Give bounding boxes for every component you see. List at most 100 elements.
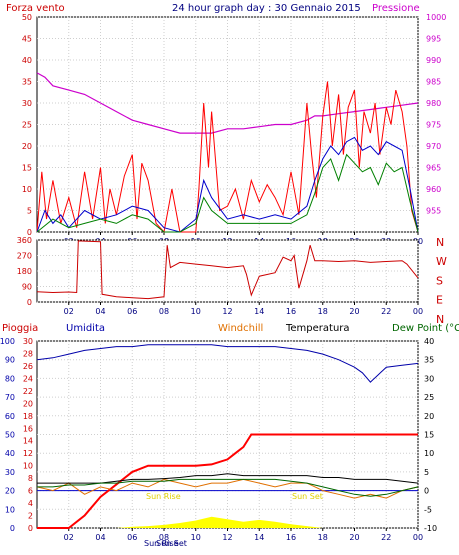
sunset-axis-label: Sun Set xyxy=(156,539,187,548)
humidity-tick-label: 50 xyxy=(5,431,15,440)
rain-tick-label: 2 xyxy=(28,512,33,521)
wind-pressure-panel: Forza vento 24 hour graph day : 30 Genna… xyxy=(6,3,446,246)
compass-label: E xyxy=(436,294,443,307)
wind-speed-tick-label: 25 xyxy=(22,121,32,130)
rain-tick-label: 30 xyxy=(23,337,33,346)
rain-tick-label: 0 xyxy=(28,524,33,533)
x-tick-label: 04 xyxy=(95,533,105,542)
wind-speed-line xyxy=(36,81,419,234)
x-tick-label: 22 xyxy=(381,307,391,316)
rain-tick-label: 6 xyxy=(28,487,33,496)
humidity-tick-label: 40 xyxy=(5,449,15,458)
temperature-tick-label: 25 xyxy=(424,393,434,402)
humidity-axis-title: Umidita xyxy=(66,323,105,334)
rain-tick-label: 20 xyxy=(23,399,33,408)
x-tick-label: 10 xyxy=(191,533,201,542)
sunrise-label: Sun Rise xyxy=(146,492,181,501)
humidity-tick-label: 100 xyxy=(0,337,15,346)
humidity-tick-label: 70 xyxy=(5,393,15,402)
rain-tick-label: 10 xyxy=(23,462,33,471)
direction-degree-label: 0 xyxy=(27,298,32,307)
x-tick-label: 00 xyxy=(413,533,423,542)
temperature-tick-label: 40 xyxy=(424,337,434,346)
rain-axis-title: Pioggia xyxy=(2,323,38,334)
dewpoint-line xyxy=(37,478,419,497)
compass-label: S xyxy=(436,274,443,287)
x-tick-label: 22 xyxy=(381,533,391,542)
temperature-tick-label: 5 xyxy=(424,468,429,477)
x-tick-label: 14 xyxy=(254,533,264,542)
rain-tick-label: 24 xyxy=(23,374,33,383)
rain-tick-label: 28 xyxy=(23,349,33,358)
rain-tick-label: 12 xyxy=(23,449,33,458)
pressure-ticks: 955 960 965 970 975 980 985 990 995 1000 xyxy=(426,13,446,216)
wind-speed-tick-label: 0 xyxy=(27,228,32,237)
humidity-tick-label: 60 xyxy=(5,412,15,421)
pressure-tick-label: 985 xyxy=(426,78,441,87)
x-tick-label: 02 xyxy=(64,307,74,316)
humidity-line xyxy=(36,344,419,383)
wind-speed-tick-label: 45 xyxy=(22,35,32,44)
wind-axis-title: Forza vento xyxy=(6,3,65,14)
temperature-tick-label: -10 xyxy=(424,524,437,533)
temperature-tick-label: 20 xyxy=(424,412,434,421)
x-tick-label: 16 xyxy=(286,533,296,542)
sunset-label: Sun Set xyxy=(292,492,323,501)
temperature-tick-label: -5 xyxy=(424,505,432,514)
x-tick-label: 18 xyxy=(318,307,328,316)
humidity-tick-label: 10 xyxy=(5,505,15,514)
dewpoint-legend: Dew Point (°C xyxy=(392,323,459,334)
x-tick-label: 20 xyxy=(349,533,359,542)
x-tick-label: 08 xyxy=(159,533,169,542)
rain-temp-time-ticks: 02 04 06 08 10 12 14 16 18 20 22 00 xyxy=(64,528,423,542)
x-tick-label: 18 xyxy=(318,533,328,542)
wind-speed-tick-label: 50 xyxy=(22,13,32,22)
temperature-ticks: -10 -5 0 5 10 15 20 25 30 35 40 xyxy=(424,337,437,533)
direction-degree-label: 270 xyxy=(17,252,32,261)
wind-direction-line xyxy=(36,240,419,300)
compass-label: N xyxy=(436,313,444,326)
wind-speed-tick-label: 40 xyxy=(22,56,32,65)
humidity-tick-label: 90 xyxy=(5,356,15,365)
solar-area xyxy=(37,516,418,528)
windchill-legend: Windchill xyxy=(218,323,263,334)
x-tick-label: 02 xyxy=(64,533,74,542)
pressure-tick-label: 955 xyxy=(426,207,441,216)
x-tick-label: 12 xyxy=(222,533,232,542)
wind-speed-tick-label: 35 xyxy=(22,78,32,87)
pressure-line xyxy=(36,72,419,134)
compass-label: N xyxy=(436,236,444,249)
rain-tick-label: 26 xyxy=(23,362,33,371)
temperature-legend: Temperatura xyxy=(285,323,350,334)
sunrise-axis-label: Sun Rise xyxy=(144,539,179,548)
pressure-axis-title: Pressione xyxy=(372,3,420,14)
wind-speed-tick-label: 15 xyxy=(22,164,32,173)
rain-tick-label: 4 xyxy=(28,499,33,508)
direction-degree-label: 90 xyxy=(22,283,32,292)
pressure-tick-label: 980 xyxy=(426,99,441,108)
direction-series xyxy=(36,240,419,300)
chart-title: 24 hour graph day : 30 Gennaio 2015 xyxy=(172,3,361,14)
direction-degree-ticks: 0 90 180 270 360 xyxy=(17,236,32,307)
direction-degree-label: 180 xyxy=(17,267,32,276)
rain-temp-series xyxy=(36,344,419,529)
compass-label: W xyxy=(436,255,447,268)
wind-speed-tick-label: 10 xyxy=(22,185,32,194)
pressure-tick-label: 990 xyxy=(426,56,441,65)
rain-tick-label: 18 xyxy=(23,412,33,421)
wind-series xyxy=(36,72,419,234)
pressure-tick-label: 960 xyxy=(426,185,441,194)
temperature-tick-label: 35 xyxy=(424,356,434,365)
rain-tick-label: 14 xyxy=(23,437,33,446)
x-tick-label: 00 xyxy=(413,307,423,316)
windchill-line xyxy=(36,478,419,499)
temperature-tick-label: 0 xyxy=(424,487,429,496)
wind-speed-tick-label: 5 xyxy=(27,207,32,216)
x-tick-label: 08 xyxy=(159,307,169,316)
humidity-ticks: 0 10 20 30 40 50 60 70 80 90 100 xyxy=(0,337,15,533)
wind-speed-ticks: 0 5 10 15 20 25 30 35 40 45 50 xyxy=(22,13,32,237)
